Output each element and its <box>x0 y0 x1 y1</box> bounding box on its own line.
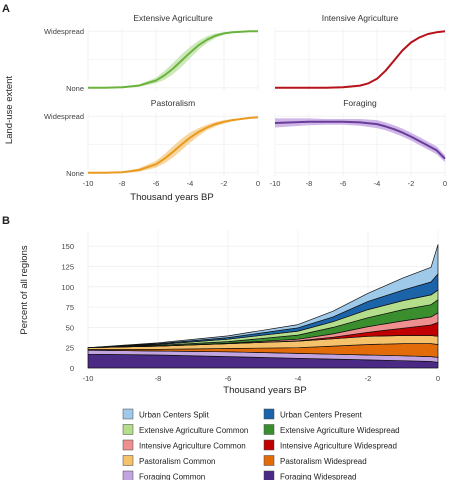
panel-b: Percent of all regions Thousand years BP… <box>19 230 440 396</box>
facet-title: Pastoralism <box>151 98 195 108</box>
facet-pastoralism: Pastoralism Widespread None-10 -8 -6 -4 -2 0 <box>44 98 260 188</box>
legend-swatch <box>122 439 134 451</box>
facet-y-tick: None <box>66 84 84 93</box>
facet-x-tick: -10 <box>270 179 281 188</box>
legend-label: Urban Centers Present <box>280 411 363 420</box>
area-y-tick: 25 <box>66 344 74 353</box>
facet-x-tick: 0 <box>256 179 260 188</box>
legend-swatch <box>263 408 275 420</box>
legend-swatch <box>122 408 134 420</box>
legend-item-intensive-agriculture-widespread: Intensive Agriculture Widespread <box>263 439 397 451</box>
facet-x-tick: -8 <box>119 179 126 188</box>
legend-item-urban-centers-split: Urban Centers Split <box>122 408 210 420</box>
legend-swatch <box>122 424 134 435</box>
facet-x-tick: -6 <box>340 179 347 188</box>
area-y-tick: 125 <box>61 263 74 272</box>
legend-label: Foraging Widespread <box>280 473 356 480</box>
facet-x-tick: -4 <box>374 179 381 188</box>
legend: Urban Centers Split Urban Centers Present… <box>122 408 400 480</box>
legend-item-intensive-agriculture-common: Intensive Agriculture Common <box>122 439 246 451</box>
legend-swatch <box>263 470 275 480</box>
facet-x-tick: -8 <box>306 179 313 188</box>
legend-label: Extensive Agriculture Widespread <box>280 426 400 435</box>
facet-x-tick: -6 <box>153 179 160 188</box>
legend-swatch <box>263 424 275 435</box>
legend-label: Intensive Agriculture Common <box>139 442 246 451</box>
legend-item-foraging-common: Foraging Common <box>122 470 205 480</box>
facet-line <box>275 30 446 89</box>
panel-a-y-title: Land-use extent <box>4 76 15 144</box>
facet-x-tick: -2 <box>408 179 415 188</box>
area-y-tick: 75 <box>66 303 74 312</box>
facet-y-tick: Widespread <box>44 112 84 121</box>
area-x-tick: 0 <box>436 374 440 383</box>
area-x-tick: -10 <box>83 374 94 383</box>
panel-b-x-title: Thousand years BP <box>223 385 306 396</box>
panel-a: Land-use extent Thousand years BP Extens… <box>4 13 447 203</box>
facet-line <box>274 120 446 160</box>
area-x-tick: -6 <box>225 374 232 383</box>
panel-b-y-title: Percent of all regions <box>19 245 30 334</box>
legend-label: Extensive Agriculture Common <box>139 426 248 435</box>
facet-foraging: Foraging -10 -8 -6 -4 -2 0 <box>270 98 448 188</box>
legend-label: Foraging Common <box>139 473 205 480</box>
facet-title: Foraging <box>343 98 377 108</box>
facet-confidence-band <box>275 118 445 163</box>
legend-item-pastoralism-common: Pastoralism Common <box>122 455 215 466</box>
legend-swatch <box>263 439 275 451</box>
facet-y-tick: Widespread <box>44 27 84 36</box>
facet-x-tick: -2 <box>221 179 228 188</box>
facet-x-tick: -4 <box>187 179 194 188</box>
legend-item-urban-centers-present: Urban Centers Present <box>263 408 363 420</box>
area-x-tick: -2 <box>365 374 372 383</box>
facet-intensive-agriculture: Intensive Agriculture <box>274 13 446 91</box>
facet-x-tick: -10 <box>83 179 94 188</box>
facet-x-tick: 0 <box>443 179 447 188</box>
area-x-tick: -4 <box>295 374 302 383</box>
panel-a-label: A <box>2 3 10 15</box>
area-y-tick: 0 <box>70 364 74 373</box>
legend-swatch <box>122 455 134 466</box>
legend-item-extensive-agriculture-common: Extensive Agriculture Common <box>122 424 248 435</box>
facet-y-tick: None <box>66 169 84 178</box>
area-urban-centers-split <box>87 244 439 349</box>
panel-a-x-title: Thousand years BP <box>130 192 213 203</box>
facet-extensive-agriculture: Extensive Agriculture Widespread None <box>44 13 259 93</box>
area-y-tick: 150 <box>61 242 74 251</box>
legend-swatch <box>263 455 275 466</box>
legend-item-extensive-agriculture-widespread: Extensive Agriculture Widespread <box>263 424 400 435</box>
area-y-tick: 50 <box>66 323 74 332</box>
area-y-tick: 100 <box>61 283 74 292</box>
legend-item-pastoralism-widespread: Pastoralism Widespread <box>263 455 367 466</box>
facet-line <box>88 116 259 174</box>
area-x-tick: -8 <box>155 374 162 383</box>
legend-label: Urban Centers Split <box>139 411 210 420</box>
facet-title: Intensive Agriculture <box>322 13 399 23</box>
legend-label: Pastoralism Widespread <box>280 457 367 466</box>
legend-item-foraging-widespread: Foraging Widespread <box>263 470 356 480</box>
legend-label: Pastoralism Common <box>139 457 215 466</box>
legend-swatch <box>122 470 134 480</box>
legend-label: Intensive Agriculture Widespread <box>280 442 397 451</box>
facet-title: Extensive Agriculture <box>133 13 213 23</box>
facet-line <box>88 30 258 89</box>
panel-b-label: B <box>2 215 10 227</box>
